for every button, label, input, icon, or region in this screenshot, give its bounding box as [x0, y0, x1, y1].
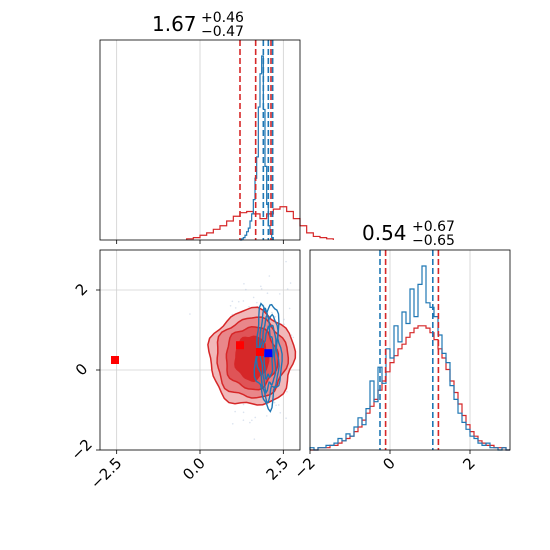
- panel-1-title-value: 1.67: [152, 12, 197, 36]
- panel-2-sample-point: [251, 419, 253, 422]
- panel-2-sample-point: [289, 282, 292, 284]
- panel-2-sample-point: [266, 292, 269, 295]
- panel-2-sample-point: [292, 336, 295, 339]
- panel-2-marker-0: [111, 356, 119, 364]
- panel-3-frame: [309, 249, 511, 451]
- panel-1-title: 1.67 +0.46 −0.47: [152, 10, 244, 40]
- panel-3-tick-label-x-2: 2: [459, 454, 478, 473]
- panel-2-sample-point: [286, 391, 288, 393]
- panel-2-sample-point: [254, 416, 257, 419]
- panel-2-sample-point: [231, 422, 234, 425]
- panel-2-sample-point: [254, 493, 256, 495]
- panel-3-title-minus: −0.65: [412, 233, 455, 249]
- panel-2-sample-point: [279, 411, 282, 414]
- panel-2-sample-point: [277, 404, 280, 406]
- panel-2-sample-point: [234, 307, 237, 309]
- panel-2-sample-point: [278, 293, 281, 295]
- panel-2-sample-point: [283, 323, 286, 326]
- panel-2-tick-label-y-1: 0: [72, 360, 91, 379]
- panel-2-sample-point: [274, 316, 277, 318]
- panel-2-sample-point: [285, 417, 287, 419]
- panel-2-sample-point: [314, 353, 316, 355]
- panel-3-tick-label-x-1: 0: [379, 454, 398, 473]
- panel-2-sample-point: [249, 421, 251, 424]
- panel-2-sample-point: [242, 403, 245, 406]
- panel-3-title: 0.54 +0.67 −0.65: [362, 219, 455, 249]
- panel-2-sample-point: [273, 401, 276, 404]
- panel-1-hist-red: [186, 206, 334, 240]
- panel-2-sample-point: [243, 283, 245, 285]
- marginal-panel-1: [99, 39, 334, 244]
- panel-2-marker-3: [264, 349, 273, 358]
- panel-2-sample-point: [242, 300, 245, 302]
- panel-2-sample-point: [259, 285, 262, 288]
- panel-2-marker-1: [236, 341, 244, 350]
- panel-2-tick-label-x-2: 2.5: [263, 454, 293, 484]
- panel-2-sample-point: [234, 410, 236, 413]
- panel-1-title-plus: +0.46: [201, 10, 244, 26]
- panel-2-sample-point: [268, 275, 271, 277]
- panel-2-sample-point: [283, 318, 285, 321]
- panel-2-sample-point: [271, 311, 273, 314]
- panel-2-sample-point: [256, 301, 258, 304]
- panel-2-sample-point: [253, 438, 256, 440]
- panel-2-sample-point: [260, 288, 263, 290]
- panel-3-hist-red: [310, 325, 510, 451]
- panel-2-sample-point: [265, 415, 268, 417]
- panel-2-tick-label-y-2: 2: [72, 280, 91, 299]
- panel-2-sample-point: [248, 306, 250, 308]
- panel-3-hist-blue: [309, 265, 510, 451]
- panel-2-sample-point: [245, 288, 247, 291]
- marginal-panel-2: −2 0 2: [290, 249, 511, 482]
- panel-1-title-minus: −0.47: [201, 24, 244, 40]
- panel-2-sample-point: [290, 334, 293, 337]
- panel-2-sample-point: [288, 307, 291, 310]
- panel-2-sample-point: [252, 296, 255, 299]
- panel-2-sample-point: [275, 404, 277, 407]
- panel-2-marker-2: [256, 348, 264, 356]
- panel-2-plot-area: [189, 260, 316, 495]
- panel-3-title-plus: +0.67: [412, 219, 455, 235]
- panel-2-sample-point: [189, 313, 191, 315]
- panel-3-title-value: 0.54: [362, 221, 407, 245]
- joint-panel: −2.5 0.0 2.5−202: [67, 249, 316, 495]
- panel-2-sample-point: [242, 419, 245, 421]
- panel-2-tick-label-x-0: −2.5: [87, 454, 125, 492]
- panel-2-sample-point: [231, 300, 234, 303]
- panel-2-sample-point: [242, 411, 245, 414]
- panel-2-tick-label-y-0: −2: [67, 435, 95, 463]
- panel-2-sample-point: [229, 304, 232, 307]
- panel-2-sample-point: [285, 260, 287, 263]
- panel-2-tick-label-x-1: 0.0: [179, 454, 209, 484]
- panel-2-sample-point: [237, 300, 240, 303]
- panel-2-sample-point: [286, 288, 289, 290]
- panel-3-tick-label-x-0: −2: [290, 454, 318, 482]
